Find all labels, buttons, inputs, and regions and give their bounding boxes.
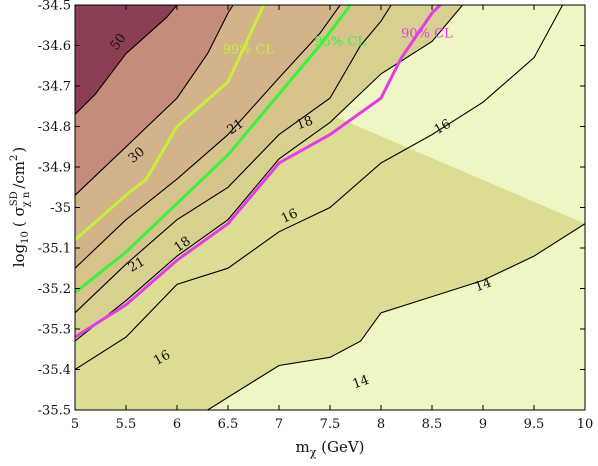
contour-label-text: 16 [151,348,173,369]
x-tick-label: 5 [71,417,79,432]
contour-line-16-1 [75,5,564,370]
contour-label-text: 14 [473,275,494,295]
contour-label-text: 18 [295,113,316,133]
y-axis-label: log10( σSDχ n/cm2) [9,147,32,268]
cl-label-0: 99% CL [223,43,275,58]
y-tick-label: -34.7 [38,80,71,95]
x-tick-label: 7 [275,417,283,432]
cl-label-1: 95% CL [314,35,366,50]
x-tick-label: 10 [577,417,594,432]
contour-line-14-0 [207,223,585,410]
y-tick-label: -35.3 [38,323,71,338]
contour-lines [75,5,585,410]
x-tick-label: 7.5 [320,417,341,432]
contour-label-9: 14 [351,373,372,393]
confidence-limit-labels: 99% CL 95% CL 90% CL [223,26,453,57]
y-tick-label: -34.8 [38,120,71,135]
cl-line-0 [75,5,266,242]
y-tick-label: -34.6 [38,39,71,54]
y-tick-label: -35.4 [38,363,71,378]
x-tick-label: 8.5 [422,417,443,432]
contour-line-50-6 [75,5,178,115]
y-tick-label: -35 [50,201,71,216]
confidence-limit-lines [75,5,442,339]
contour-label-5: 18 [295,113,316,133]
y-tick-label: -34.5 [38,0,71,14]
y-tick-label: -35.2 [38,282,71,297]
contour-line-18-3 [75,5,392,314]
x-tick-label: 6.5 [218,417,239,432]
cl-line-2 [75,5,442,339]
contour-label-10: 14 [473,275,494,295]
y-tick-label: -34.9 [38,161,71,176]
contour-label-text: 14 [351,373,372,393]
contour-line-30-5 [75,5,234,196]
contour-label-2: 21 [126,254,148,275]
x-tick-label: 9 [479,417,487,432]
x-tick-label: 5.5 [116,417,137,432]
cl-line-1 [75,5,352,294]
contour-label-6: 16 [151,348,173,369]
x-tick-label: 9.5 [524,417,545,432]
x-tick-label: 8 [377,417,385,432]
y-tick-label: -35.5 [38,404,71,419]
contour-line-21-4 [75,5,341,269]
x-axis-label: mχ (GeV) [295,438,364,459]
y-tick-label: -35.1 [38,242,71,257]
contour-label-text: 16 [279,206,300,227]
contour-label-text: 21 [126,254,148,275]
contour-label-text: 16 [432,117,454,138]
x-tick-label: 6 [173,417,181,432]
contour-line-16-2 [75,5,464,342]
contour-label-7: 16 [279,206,300,227]
axis-ticks: 5 5.5 6 6.5 7 7.5 8 8.5 9 9.5 10 -35.5 -35.4 -35.3 -35… [38,0,594,432]
contour-label-8: 16 [432,117,454,138]
cl-label-2: 90% CL [401,26,453,41]
